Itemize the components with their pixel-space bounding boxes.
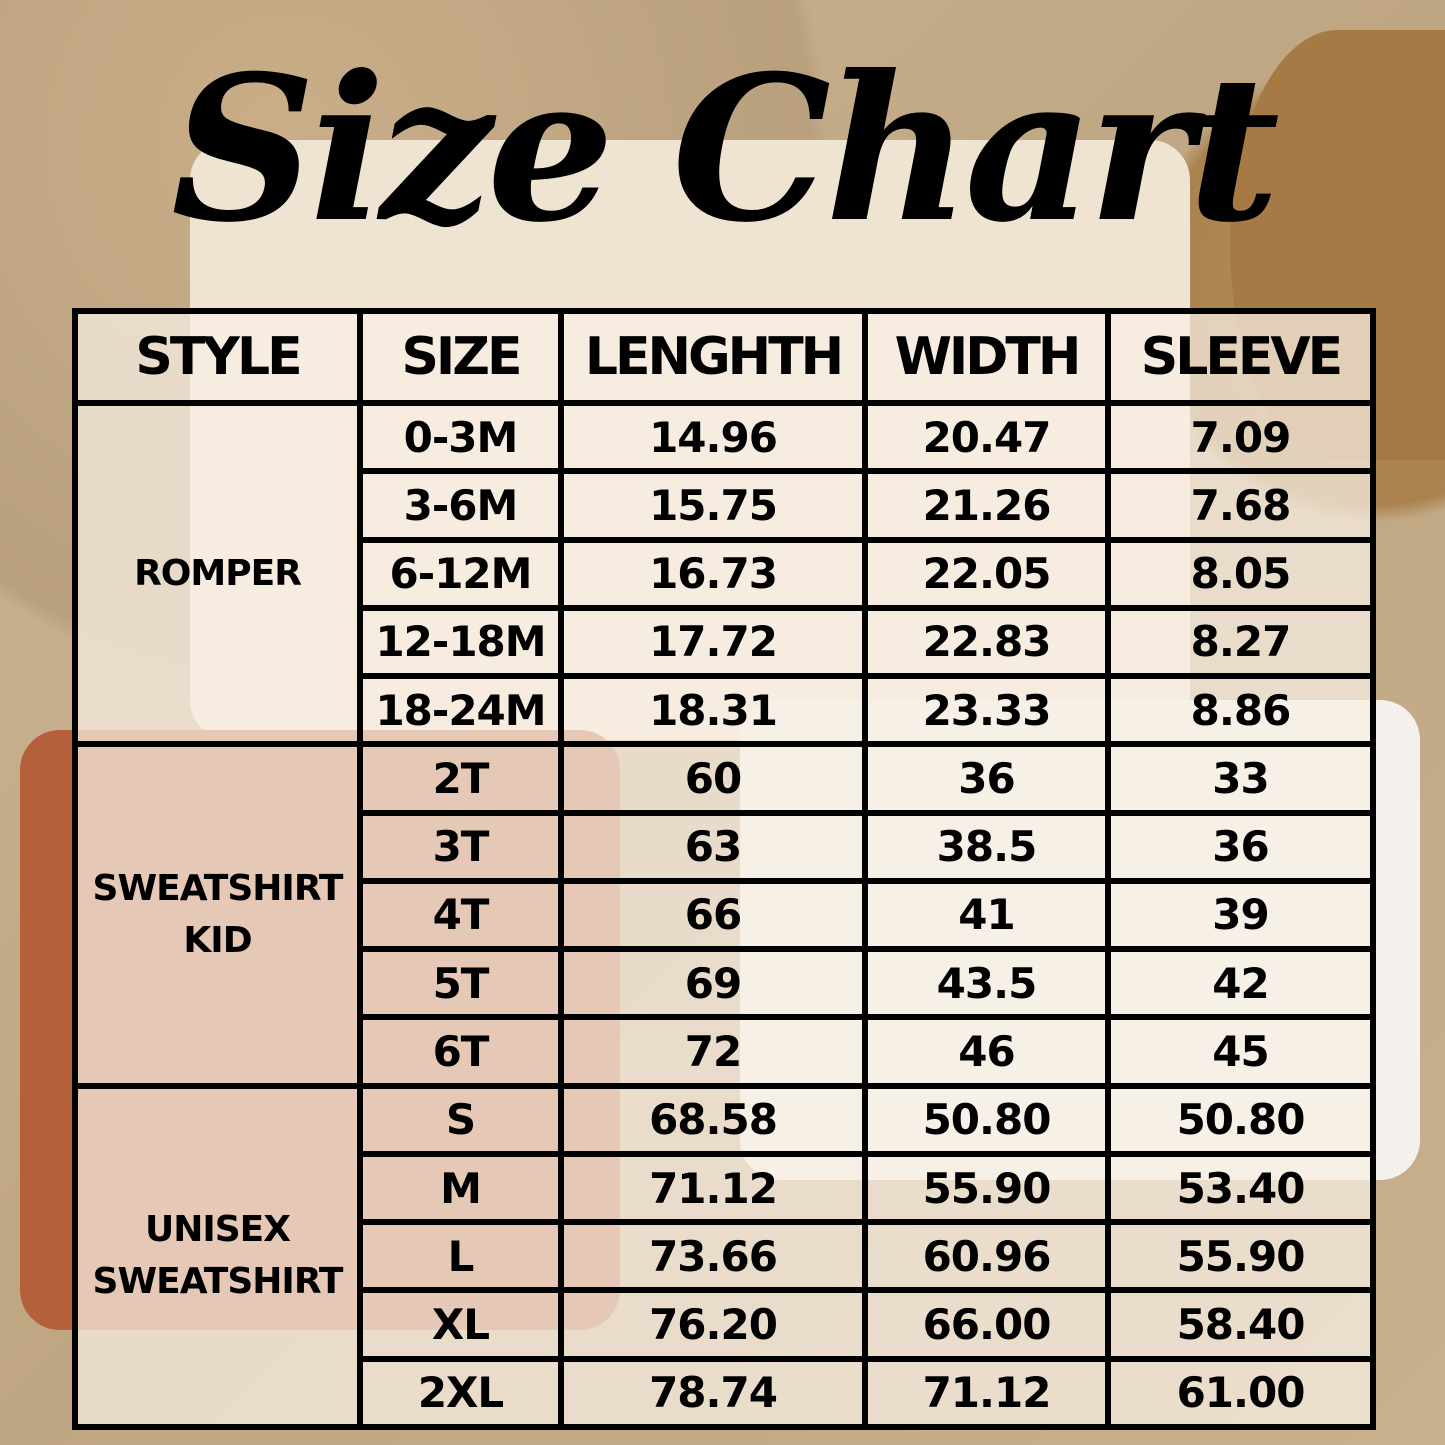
size-cell: 6-12M <box>357 536 564 611</box>
size-cell: 4T <box>357 877 564 953</box>
width-cell: 66.00 <box>862 1287 1111 1362</box>
sleeve-cell: 42 <box>1105 946 1376 1021</box>
length-cell: 71.12 <box>558 1150 868 1226</box>
sleeve-cell: 33 <box>1105 741 1376 816</box>
length-cell: 18.31 <box>558 673 868 748</box>
sleeve-cell: 53.40 <box>1105 1150 1376 1226</box>
width-cell: 46 <box>862 1014 1111 1089</box>
style-cell: SWEATSHIRT KID <box>72 741 363 1089</box>
table-row: 6T 72 46 45 <box>75 1014 1376 1089</box>
table-row: SWEATSHIRT KID 2T 60 36 33 <box>72 741 1376 1089</box>
table-row: UNISEX SWEATSHIRT S 68.58 50.80 50.80 <box>72 1082 1376 1431</box>
size-chart-table: STYLE SIZE LENGHTH WIDTH SLEEVE ROMPER 0-3M 14… <box>72 308 1376 1431</box>
length-cell: 68.58 <box>558 1082 868 1157</box>
width-cell: 43.5 <box>862 946 1111 1021</box>
width-cell: 55.90 <box>862 1150 1111 1226</box>
width-cell: 23.33 <box>862 673 1111 748</box>
length-cell: 73.66 <box>558 1219 868 1294</box>
size-cell: 3-6M <box>357 468 564 543</box>
length-cell: 16.73 <box>558 536 868 611</box>
table-row: XL 76.20 66.00 58.40 <box>75 1287 1376 1362</box>
header-row: STYLE SIZE LENGHTH WIDTH SLEEVE <box>72 308 1376 406</box>
table-row: 18-24M 18.31 23.33 8.86 <box>75 673 1376 748</box>
table-row: 3T 63 38.5 36 <box>75 809 1376 884</box>
size-cell: 3T <box>357 809 564 884</box>
size-cell: 0-3M <box>357 399 564 475</box>
table-row: M 71.12 55.90 53.40 <box>75 1150 1376 1226</box>
style-cell: ROMPER <box>72 399 363 748</box>
length-cell: 17.72 <box>558 604 868 680</box>
sleeve-cell: 8.27 <box>1105 604 1376 680</box>
length-cell: 63 <box>558 809 868 884</box>
column-header: SIZE <box>357 308 564 406</box>
table-row: 2XL 78.74 71.12 61.00 <box>75 1355 1376 1431</box>
size-cell: 12-18M <box>357 604 564 680</box>
table-row: 6-12M 16.73 22.05 8.05 <box>75 536 1376 611</box>
size-cell: 5T <box>357 946 564 1021</box>
sleeve-cell: 7.09 <box>1105 399 1376 475</box>
size-cell: 6T <box>357 1014 564 1089</box>
table-row: 3-6M 15.75 21.26 7.68 <box>75 468 1376 543</box>
page-title: Size Chart <box>171 32 1280 267</box>
length-cell: 76.20 <box>558 1287 868 1362</box>
size-cell: XL <box>357 1287 564 1362</box>
width-cell: 21.26 <box>862 468 1111 543</box>
length-cell: 66 <box>558 877 868 953</box>
width-cell: 22.83 <box>862 604 1111 680</box>
column-header: SLEEVE <box>1105 308 1376 406</box>
table-row: 4T 66 41 39 <box>75 877 1376 953</box>
table-row: L 73.66 60.96 55.90 <box>75 1219 1376 1294</box>
size-cell: L <box>357 1219 564 1294</box>
width-cell: 71.12 <box>862 1355 1111 1431</box>
width-cell: 38.5 <box>862 809 1111 884</box>
style-cell: UNISEX SWEATSHIRT <box>72 1082 363 1431</box>
sleeve-cell: 50.80 <box>1105 1082 1376 1157</box>
size-cell: 18-24M <box>357 673 564 748</box>
length-cell: 78.74 <box>558 1355 868 1431</box>
table-row: ROMPER 0-3M 14.96 20.47 7.09 <box>72 399 1376 748</box>
width-cell: 41 <box>862 877 1111 953</box>
length-cell: 14.96 <box>558 399 868 475</box>
length-cell: 69 <box>558 946 868 1021</box>
width-cell: 50.80 <box>862 1082 1111 1157</box>
size-cell: 2T <box>357 741 564 816</box>
sleeve-cell: 55.90 <box>1105 1219 1376 1294</box>
column-header: STYLE <box>72 308 363 406</box>
length-cell: 72 <box>558 1014 868 1089</box>
size-cell: M <box>357 1150 564 1226</box>
sleeve-cell: 45 <box>1105 1014 1376 1089</box>
length-cell: 60 <box>558 741 868 816</box>
size-cell: 2XL <box>357 1355 564 1431</box>
table-row: 12-18M 17.72 22.83 8.27 <box>75 604 1376 680</box>
width-cell: 20.47 <box>862 399 1111 475</box>
sleeve-cell: 61.00 <box>1105 1355 1376 1431</box>
size-cell: S <box>357 1082 564 1157</box>
width-cell: 22.05 <box>862 536 1111 611</box>
sleeve-cell: 8.05 <box>1105 536 1376 611</box>
column-header: WIDTH <box>862 308 1111 406</box>
column-header: LENGHTH <box>558 308 868 406</box>
sleeve-cell: 58.40 <box>1105 1287 1376 1362</box>
sleeve-cell: 8.86 <box>1105 673 1376 748</box>
table-row: 5T 69 43.5 42 <box>75 946 1376 1021</box>
sleeve-cell: 36 <box>1105 809 1376 884</box>
sleeve-cell: 7.68 <box>1105 468 1376 543</box>
width-cell: 60.96 <box>862 1219 1111 1294</box>
sleeve-cell: 39 <box>1105 877 1376 953</box>
length-cell: 15.75 <box>558 468 868 543</box>
width-cell: 36 <box>862 741 1111 816</box>
